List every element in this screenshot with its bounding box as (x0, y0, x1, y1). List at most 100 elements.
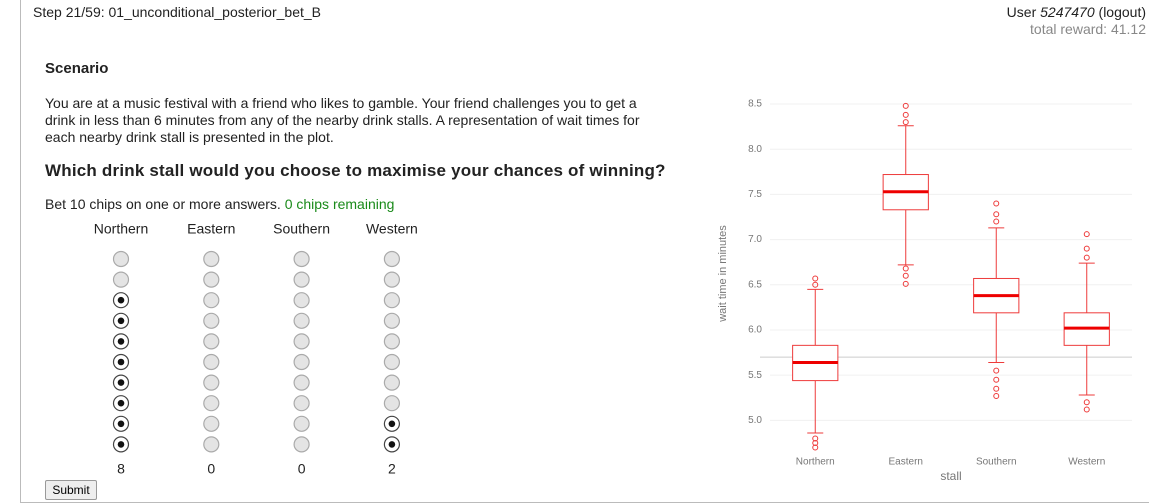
chip-radio[interactable] (293, 353, 310, 371)
chip-dot (117, 399, 125, 407)
y-tick-label: 6.0 (748, 325, 762, 336)
outlier (902, 265, 909, 272)
chip-radio[interactable] (293, 436, 310, 453)
y-axis-label: wait time in minutes (717, 225, 729, 323)
chip-count: 0 (207, 461, 215, 477)
chip-count: 2 (388, 461, 396, 477)
y-tick-label: 5.5 (748, 370, 762, 381)
x-tick-label: Southern (976, 457, 1017, 468)
chip-dot (117, 338, 125, 345)
x-axis-label: stall (940, 469, 961, 483)
option-label: Western (366, 221, 418, 237)
chip-radio[interactable] (203, 436, 220, 453)
outlier (1083, 254, 1090, 261)
option-label: Southern (273, 221, 330, 237)
x-tick-label: Eastern (889, 457, 923, 468)
y-tick-label: 8.5 (748, 99, 762, 110)
y-tick-label: 7.5 (748, 189, 762, 200)
chip-dot (117, 379, 125, 386)
chip-radio[interactable] (383, 374, 400, 391)
chip-count: 0 (298, 461, 306, 477)
outlier (902, 119, 909, 126)
step-title: Step 21/59: 01_unconditional_posterior_b… (33, 4, 321, 20)
x-tick-label: Northern (796, 457, 835, 468)
bet-total: 10 (69, 196, 86, 212)
outlier (1083, 231, 1090, 238)
outlier (993, 376, 1000, 383)
chip-radio[interactable] (203, 271, 220, 288)
outlier (993, 392, 1000, 399)
chip-radio[interactable] (203, 333, 220, 350)
submit-button[interactable]: Submit (45, 480, 97, 500)
chip-dot (117, 420, 125, 428)
chips-remaining: 0 chips remaining (284, 196, 395, 212)
y-tick-label: 7.0 (748, 234, 762, 245)
chip-radio[interactable] (203, 250, 220, 268)
scenario-text: You are at a music festival with a frien… (45, 95, 640, 145)
outlier (993, 367, 1000, 374)
option-label: Eastern (187, 221, 235, 237)
chip-dot (117, 317, 125, 325)
total-reward: total reward: 41.12 (1030, 21, 1146, 37)
outlier (993, 385, 1000, 392)
chip-radio[interactable] (383, 271, 400, 288)
outlier (812, 275, 819, 282)
chip-radio[interactable] (203, 353, 220, 371)
outlier (902, 272, 909, 279)
chip-radio[interactable] (383, 292, 400, 309)
chip-radio[interactable] (383, 312, 400, 329)
chip-radio[interactable] (203, 312, 220, 329)
option-label: Northern (94, 221, 148, 237)
outlier (1083, 406, 1090, 413)
y-tick-label: 6.5 (748, 279, 762, 290)
bet-instruction: Bet 10 chips on one or more answers. 0 c… (45, 196, 394, 212)
question: Which drink stall would you choose to ma… (45, 161, 666, 180)
outlier (993, 211, 1000, 218)
chip-radio[interactable] (383, 353, 400, 371)
outlier (1083, 245, 1090, 252)
x-tick-label: Western (1068, 457, 1105, 468)
outlier (902, 102, 909, 109)
y-tick-label: 8.0 (748, 144, 762, 155)
y-tick-label: 5.0 (748, 415, 762, 426)
scenario-heading: Scenario (45, 60, 109, 77)
user-info: User 5247470 (logout) (1007, 4, 1146, 20)
chip-radio[interactable] (383, 250, 400, 268)
outlier (993, 200, 1000, 207)
chip-radio[interactable] (293, 250, 310, 268)
user-id: 5247470 (1040, 4, 1095, 20)
chip-radio[interactable] (293, 333, 310, 350)
outlier (812, 281, 819, 288)
chip-radio[interactable] (112, 250, 130, 268)
outlier (993, 218, 1000, 225)
chip-dot (117, 441, 125, 448)
chip-radio[interactable] (112, 271, 130, 288)
chip-dot (117, 358, 125, 366)
frame (20, 0, 1149, 503)
chip-radio[interactable] (203, 415, 220, 432)
chip-radio[interactable] (203, 374, 220, 391)
logout-link[interactable]: (logout) (1098, 4, 1146, 20)
outlier (1083, 399, 1090, 406)
outlier (902, 280, 909, 287)
chip-dot (117, 296, 125, 304)
chip-radio[interactable] (293, 395, 310, 412)
chip-radio[interactable] (293, 415, 310, 432)
bet-suffix: chips on one or more answers. (89, 196, 281, 212)
chip-radio[interactable] (203, 292, 220, 309)
chip-radio[interactable] (293, 292, 310, 309)
chip-radio[interactable] (383, 333, 400, 350)
chip-count: 8 (117, 461, 125, 477)
chip-radio[interactable] (293, 312, 310, 329)
chip-dot (388, 441, 396, 448)
chip-dot (388, 420, 396, 428)
bet-prefix: Bet (45, 196, 67, 212)
chip-radio[interactable] (203, 395, 220, 412)
chip-radio[interactable] (293, 271, 310, 288)
chip-radio[interactable] (293, 374, 310, 391)
chip-radio[interactable] (383, 395, 400, 412)
outlier (812, 435, 819, 442)
outlier (902, 111, 909, 118)
